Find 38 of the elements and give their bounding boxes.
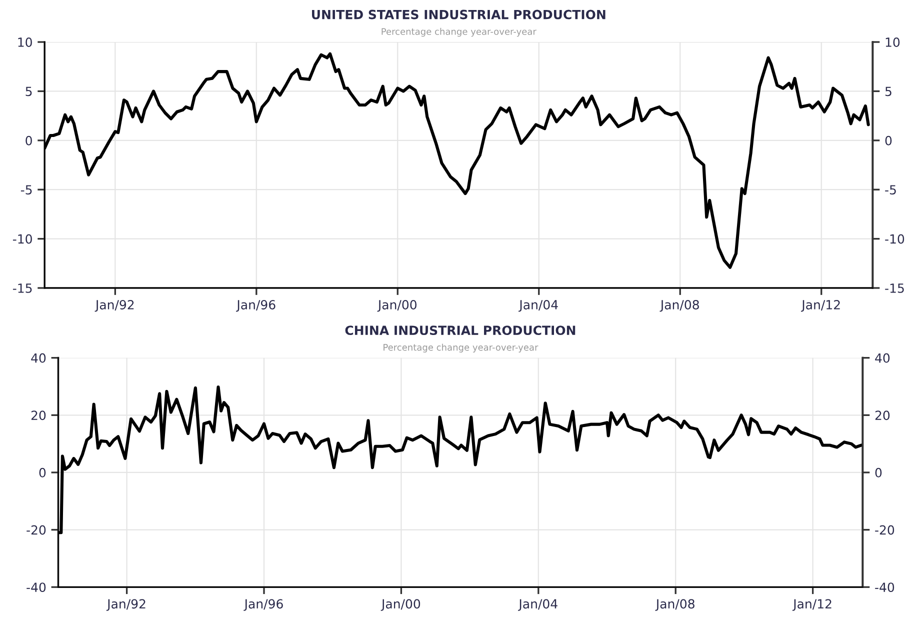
x-tick-label: Jan/96 — [236, 300, 276, 312]
y-tick-label: 10 — [18, 37, 32, 47]
y-tick-label: 5 — [26, 86, 32, 96]
y-tick-label: 40 — [31, 353, 46, 363]
y-tick-label: -20 — [26, 525, 46, 535]
y-tick-label: -15 — [12, 284, 32, 293]
y2-tick-label: -10 — [885, 234, 904, 244]
y2-tick-label: 5 — [885, 86, 892, 96]
x-tick-label: Jan/92 — [106, 599, 146, 611]
y-tick-label: 0 — [39, 468, 46, 478]
chart-title: CHINA INDUSTRIAL PRODUCTION — [345, 326, 576, 336]
y-tick-label: -40 — [26, 582, 46, 592]
x-tick-label: Jan/00 — [380, 599, 420, 611]
chart-subtitle: Percentage change year-over-year — [382, 28, 536, 37]
y-tick-label: 20 — [31, 410, 46, 420]
y2-tick-label: 20 — [875, 410, 890, 420]
x-tick-label: Jan/12 — [801, 300, 840, 312]
x-tick-label: Jan/00 — [377, 300, 416, 312]
y-tick-label: -10 — [12, 234, 32, 244]
x-tick-label: Jan/08 — [655, 599, 694, 611]
y2-tick-label: -15 — [885, 284, 904, 293]
x-tick-label: Jan/12 — [792, 599, 832, 611]
x-tick-label: Jan/04 — [518, 599, 558, 611]
x-tick-label: Jan/04 — [518, 300, 558, 312]
x-tick-label: Jan/92 — [94, 300, 134, 312]
chart-subtitle: Percentage change year-over-year — [384, 344, 538, 352]
x-tick-label: Jan/08 — [660, 300, 699, 312]
y2-tick-label: 10 — [886, 37, 900, 47]
y-tick-label: 0 — [26, 136, 32, 146]
y2-tick-label: 0 — [875, 468, 882, 478]
x-tick-label: Jan/96 — [244, 599, 283, 611]
y-tick-label: -5 — [20, 185, 32, 195]
chart-title: UNITED STATES INDUSTRIAL PRODUCTION — [312, 10, 606, 20]
y2-tick-label: 40 — [875, 353, 890, 363]
y2-tick-label: -5 — [885, 185, 896, 195]
y2-tick-label: 0 — [885, 136, 892, 146]
y2-tick-label: -40 — [875, 582, 894, 592]
y2-tick-label: -20 — [875, 525, 894, 535]
